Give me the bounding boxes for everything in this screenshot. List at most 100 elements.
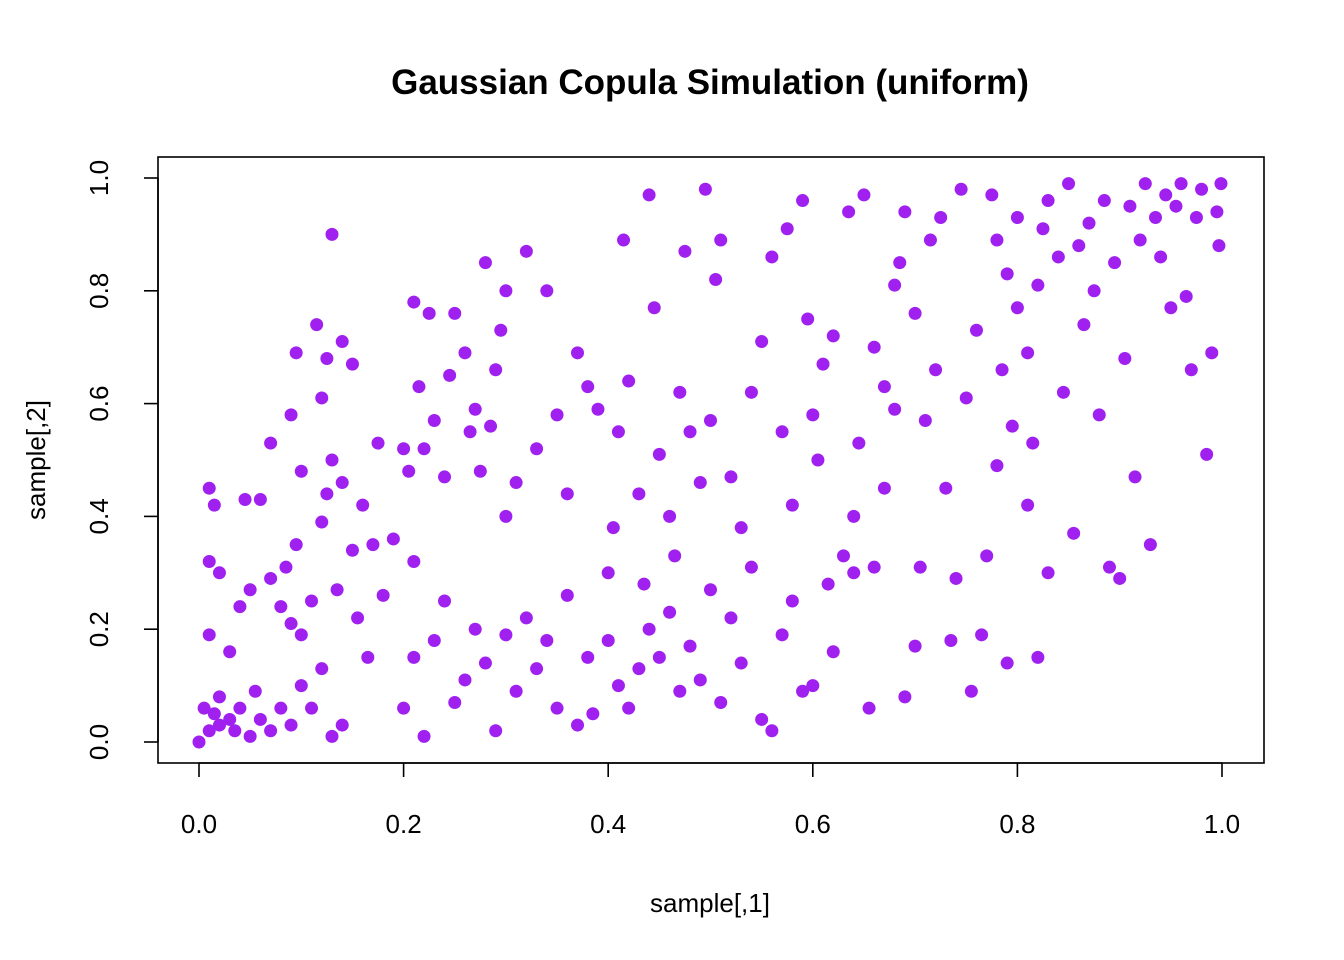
data-point [571, 346, 585, 360]
y-axis: 0.0 0.2 0.4 0.6 0.8 1.0 [84, 160, 159, 760]
data-point [463, 425, 477, 439]
data-point [842, 205, 856, 219]
data-point [1010, 210, 1024, 224]
data-point [315, 662, 329, 676]
data-point [867, 560, 881, 574]
data-point [279, 560, 293, 574]
data-point [212, 566, 226, 580]
data-point [622, 701, 636, 715]
data-point [448, 306, 462, 320]
y-tick-label: 0.2 [84, 611, 114, 647]
data-point [990, 233, 1004, 247]
data-point [929, 363, 943, 377]
data-point [315, 515, 329, 529]
data-point [673, 684, 687, 698]
data-point [1214, 177, 1228, 191]
data-point [361, 650, 375, 664]
data-point [934, 210, 948, 224]
y-tick-label: 0.4 [84, 498, 114, 534]
data-point [734, 656, 748, 670]
data-point [238, 492, 252, 506]
data-point [1118, 351, 1132, 365]
data-point [202, 481, 216, 495]
y-tick-label: 0.6 [84, 386, 114, 422]
data-point [366, 538, 380, 552]
data-point [1077, 318, 1091, 332]
data-point [407, 650, 421, 664]
data-point [284, 718, 298, 732]
data-point [985, 188, 999, 202]
data-point [1041, 566, 1055, 580]
data-point [944, 633, 958, 647]
data-point [668, 549, 682, 563]
data-point [519, 244, 533, 258]
data-point [509, 684, 523, 698]
data-point [1067, 526, 1081, 540]
data-point [1210, 205, 1224, 219]
data-point [724, 470, 738, 484]
data-point [698, 182, 712, 196]
data-point [1026, 436, 1040, 450]
data-point [540, 633, 554, 647]
data-point [494, 323, 508, 337]
data-point [959, 391, 973, 405]
data-point [1123, 199, 1137, 213]
data-point [1102, 560, 1116, 574]
data-point [560, 487, 574, 501]
data-point [663, 605, 677, 619]
data-point [509, 476, 523, 490]
data-point [673, 385, 687, 399]
data-point [811, 453, 825, 467]
data-point [1200, 447, 1214, 461]
data-point [478, 656, 492, 670]
data-point [601, 566, 615, 580]
data-point [192, 735, 206, 749]
data-point [1128, 470, 1142, 484]
data-point [1159, 188, 1173, 202]
data-point [923, 233, 937, 247]
data-point [243, 729, 257, 743]
data-point [1087, 284, 1101, 298]
data-point [530, 442, 544, 456]
data-point [1189, 210, 1203, 224]
data-point [202, 555, 216, 569]
data-point [821, 577, 835, 591]
data-point [877, 481, 891, 495]
data-point [233, 600, 247, 614]
data-point [683, 639, 697, 653]
data-point [847, 566, 861, 580]
data-point [427, 414, 441, 428]
data-point [1000, 267, 1014, 281]
data-point [243, 583, 257, 597]
data-point [386, 532, 400, 546]
data-point [294, 628, 308, 642]
data-point [427, 633, 441, 647]
data-point [806, 408, 820, 422]
data-point [744, 560, 758, 574]
data-point [320, 487, 334, 501]
data-point [1056, 385, 1070, 399]
data-point [1184, 363, 1198, 377]
data-point [356, 498, 370, 512]
data-point [836, 549, 850, 563]
x-tick-label: 0.8 [999, 809, 1035, 839]
data-point [1031, 278, 1045, 292]
data-point [714, 233, 728, 247]
data-point [253, 712, 267, 726]
data-point [499, 284, 513, 298]
data-point [969, 323, 983, 337]
data-point [1174, 177, 1188, 191]
data-point [289, 538, 303, 552]
data-point [591, 402, 605, 416]
data-point [1000, 656, 1014, 670]
data-point [458, 346, 472, 360]
data-point [1108, 256, 1122, 270]
data-point [274, 701, 288, 715]
y-tick-label: 0.0 [84, 724, 114, 760]
data-point [724, 611, 738, 625]
data-point [617, 233, 631, 247]
data-point [397, 701, 411, 715]
data-point [473, 464, 487, 478]
data-point [954, 182, 968, 196]
data-point [775, 628, 789, 642]
